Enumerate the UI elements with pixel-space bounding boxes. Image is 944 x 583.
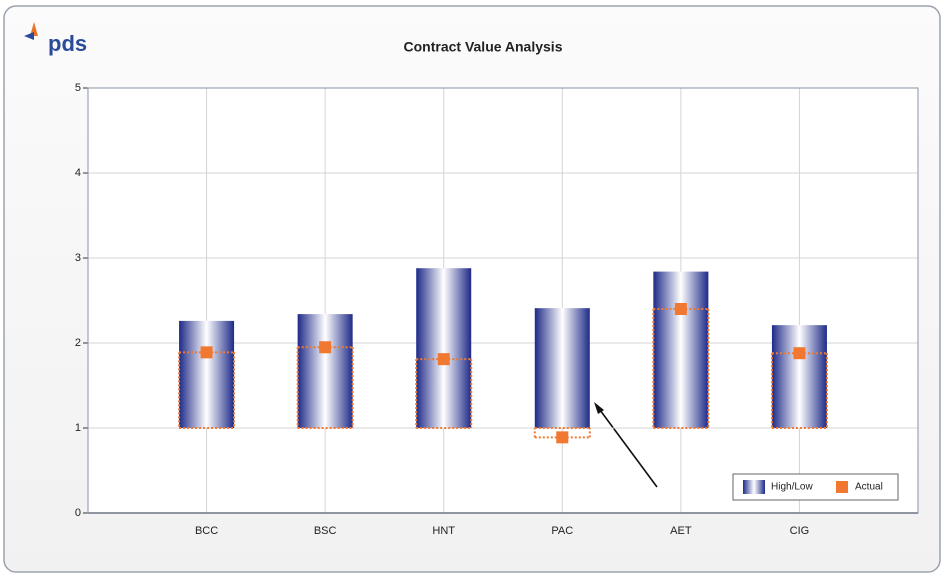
x-tick-label: AET	[670, 525, 692, 537]
range-bar	[297, 314, 353, 428]
range-bar	[534, 308, 590, 428]
actual-marker	[319, 341, 332, 354]
y-tick-label: 5	[75, 82, 81, 94]
x-tick-label: CIG	[790, 525, 810, 537]
actual-marker	[674, 303, 687, 315]
x-tick-label: BCC	[195, 525, 218, 537]
logo-icon	[24, 22, 38, 40]
legend-label: Actual	[855, 482, 883, 493]
range-bar	[179, 320, 235, 428]
y-tick-label: 2	[75, 337, 81, 349]
actual-marker	[556, 431, 569, 444]
legend-swatch	[836, 481, 848, 493]
annotation-arrow	[594, 402, 658, 488]
range-bar	[653, 271, 709, 428]
x-tick-label: PAC	[551, 525, 573, 537]
legend-label: High/Low	[771, 482, 813, 493]
actual-marker	[437, 353, 450, 366]
legend-swatch	[743, 480, 765, 494]
plot-border	[87, 87, 919, 514]
logo: pds	[48, 31, 87, 56]
chart-title: Contract Value Analysis	[404, 39, 563, 55]
actual-marker	[793, 347, 806, 360]
x-tick-label: HNT	[432, 525, 455, 537]
y-tick-label: 0	[75, 507, 81, 519]
plot-area	[88, 88, 918, 513]
actual-marker	[200, 346, 213, 359]
y-tick-label: 1	[75, 422, 81, 434]
range-bar	[416, 268, 472, 428]
y-tick-label: 3	[75, 252, 81, 264]
y-tick-label: 4	[75, 167, 81, 179]
range-bar	[771, 325, 827, 428]
x-tick-label: BSC	[314, 525, 337, 537]
